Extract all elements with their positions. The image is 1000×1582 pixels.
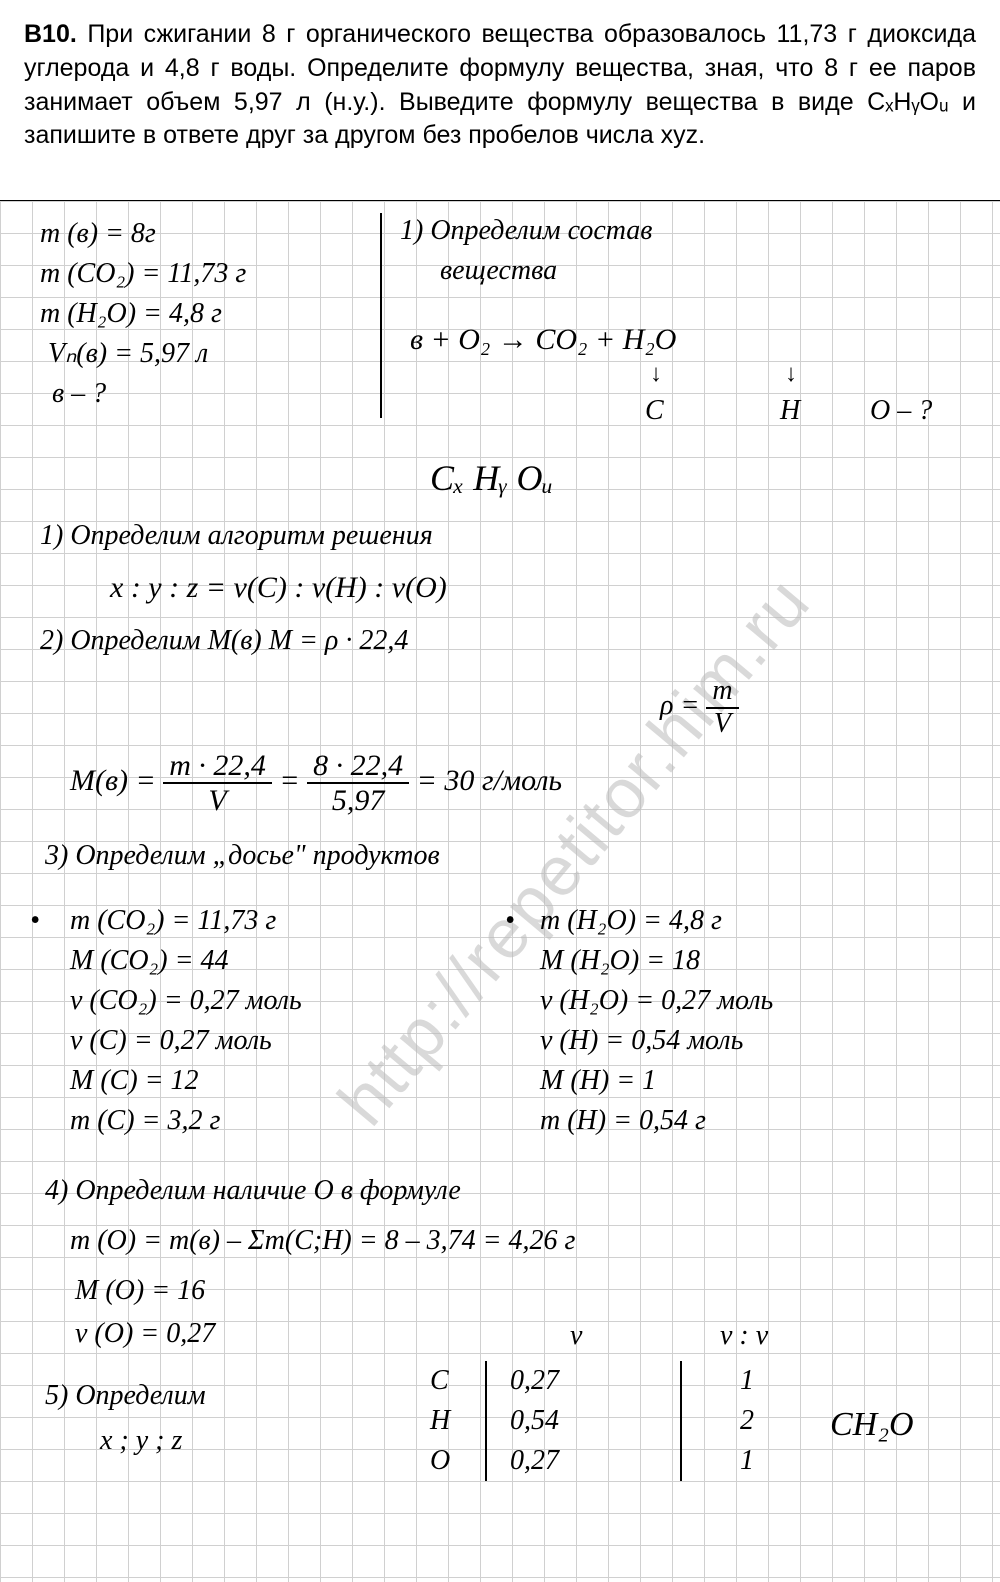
rho-num: m	[706, 676, 738, 709]
given-l1: m (в) = 8г	[40, 219, 156, 250]
r3: O	[430, 1446, 450, 1477]
r2: H	[430, 1406, 450, 1437]
h2o-l3: ν (H₂O) = 0,27 моль	[540, 986, 773, 1017]
given-divider	[380, 213, 382, 418]
given-l5: в – ?	[52, 379, 106, 410]
arrow-c: ↓	[650, 361, 662, 387]
f1d: V	[163, 784, 272, 817]
f2d: 5,97	[307, 784, 409, 817]
oxy-l3: ν (O) = 0,27	[75, 1319, 215, 1350]
f2n: 8 · 22,4	[307, 749, 409, 784]
ratio-title: 5) Определим	[45, 1381, 206, 1412]
bullet1: •	[30, 906, 40, 937]
rho-frac: m V	[706, 676, 738, 740]
rho-den: V	[706, 709, 738, 740]
oxy-l2: M (O) = 16	[75, 1276, 205, 1307]
r3v1: 0,27	[510, 1446, 559, 1477]
co2-l5: M (C) = 12	[70, 1066, 199, 1097]
f1n: m · 22,4	[163, 749, 272, 784]
h2o-l4: ν (H) = 0,54 моль	[540, 1026, 743, 1057]
h2o-l1: m (H₂O) = 4,8 г	[540, 906, 722, 937]
oxy-title: 4) Определим наличие O в формуле	[45, 1176, 461, 1207]
step1-oq: O – ?	[870, 396, 932, 427]
co2-l1: m (CO₂) = 11,73 г	[70, 906, 276, 937]
step1-title: 1) Определим состав	[400, 216, 652, 247]
oxy-eq: m (O) = m(в) – Σm(C;H) = 8 – 3,74 = 4,26…	[70, 1226, 575, 1257]
molar-f1: m · 22,4 V	[163, 749, 272, 817]
tbl-v2	[680, 1361, 682, 1481]
problem-body: При сжигании 8 г органического вещества …	[24, 20, 976, 149]
r1v1: 0,27	[510, 1366, 559, 1397]
r3v2: 1	[740, 1446, 754, 1477]
step1-title2: вещества	[440, 256, 557, 287]
given-l3: m (H₂O) = 4,8 г	[40, 299, 222, 330]
given-l4: Vₙ(в) = 5,97 л	[48, 339, 208, 370]
ratio-sub: x ; y ; z	[100, 1426, 182, 1457]
molar-lhs: M(в) =	[70, 764, 156, 797]
step1-c: C	[645, 396, 664, 427]
hdr1: ν	[570, 1321, 582, 1352]
bullet2: •	[505, 906, 515, 937]
alg-title: 1) Определим алгоритм решения	[40, 521, 433, 552]
step1-h: H	[780, 396, 800, 427]
h2o-l2: M (H₂O) = 18	[540, 946, 700, 977]
step1-formula: Cₓ Hᵧ Oᵤ	[430, 459, 553, 499]
tbl-v1	[485, 1361, 487, 1481]
r2v2: 2	[740, 1406, 754, 1437]
answer: CH₂O	[830, 1406, 914, 1443]
co2-l3: ν (CO₂) = 0,27 моль	[70, 986, 302, 1017]
rho-lbl: ρ =	[660, 690, 699, 721]
co2-l4: ν (C) = 0,27 моль	[70, 1026, 272, 1057]
co2-l2: M (CO₂) = 44	[70, 946, 229, 977]
given-l2: m (CO₂) = 11,73 г	[40, 259, 246, 290]
molar-rhs: = 30 г/моль	[417, 764, 562, 797]
r1: C	[430, 1366, 449, 1397]
step1-eq: в + O₂ → CO₂ + H₂O	[410, 323, 676, 356]
molar-f2: 8 · 22,4 5,97	[307, 749, 409, 817]
molar-calc: M(в) = m · 22,4 V = 8 · 22,4 5,97 = 30 г…	[70, 749, 562, 817]
molar-rho: ρ = m V	[660, 676, 739, 740]
r1v2: 1	[740, 1366, 754, 1397]
dossier-title: 3) Определим „досье" продуктов	[45, 841, 440, 872]
problem-statement: В10. При сжигании 8 г органического веще…	[0, 0, 1000, 165]
co2-l6: m (C) = 3,2 г	[70, 1106, 220, 1137]
molar-title: 2) Определим M(в) M = ρ · 22,4	[40, 626, 408, 657]
h2o-l5: M (H) = 1	[540, 1066, 656, 1097]
problem-label: В10.	[24, 20, 77, 48]
molar-eq2: =	[279, 764, 299, 797]
notebook-grid: http://repetitor.him.ru m (в) = 8г m (CO…	[0, 200, 1000, 1582]
hdr2: ν : ν	[720, 1321, 768, 1352]
alg-eq: x : y : z = ν(C) : ν(H) : ν(O)	[110, 571, 447, 604]
r2v1: 0,54	[510, 1406, 559, 1437]
h2o-l6: m (H) = 0,54 г	[540, 1106, 706, 1137]
arrow-h: ↓	[785, 361, 797, 387]
